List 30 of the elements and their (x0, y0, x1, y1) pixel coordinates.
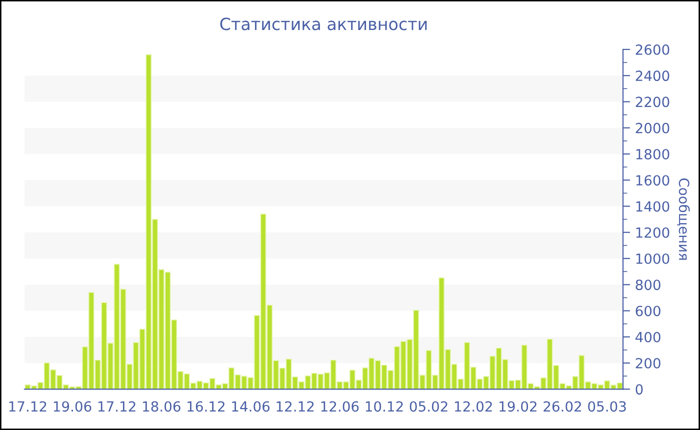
x-tick-label: 05.02 (410, 401, 448, 412)
x-tick-label: 12.06 (321, 401, 359, 412)
y-tick-label: 800 (636, 280, 660, 290)
y-axis-title: Сообщения (677, 178, 690, 260)
x-tick-label: 14.06 (232, 401, 270, 412)
x-tick-label: 19.02 (500, 401, 536, 412)
y-tick-label: 400 (635, 332, 660, 342)
x-tick-label: 26.02 (544, 401, 582, 412)
x-tick-label: 10.12 (366, 401, 403, 412)
y-tick-label: 2400 (636, 70, 670, 82)
x-tick-label: 18.06 (143, 401, 180, 412)
x-tick-label: 17.12 (98, 401, 136, 412)
y-tick-label: 1000 (636, 253, 670, 264)
x-tick-label: 12.02 (455, 401, 492, 412)
y-tick-label: 0 (636, 384, 643, 395)
x-tick-label: 17.12 (9, 401, 46, 412)
y-tick-label: 1800 (636, 148, 670, 160)
y-tick-label: 1400 (636, 201, 670, 212)
y-tick-label: 2000 (636, 122, 670, 134)
x-tick-label: 12.12 (276, 401, 314, 412)
x-tick-label: 05.03 (588, 401, 626, 412)
y-tick-label: 200 (636, 358, 660, 368)
y-tick-label: 1600 (636, 175, 670, 186)
x-tick-label: 16.12 (188, 401, 224, 412)
y-tick-label: 2200 (636, 96, 670, 108)
x-tick-label: 19.06 (54, 401, 92, 412)
y-tick-label: 600 (636, 306, 660, 316)
y-tick-label: 2600 (636, 44, 670, 55)
chart-title: Статистика активности (220, 18, 427, 30)
y-tick-label: 1200 (636, 227, 670, 238)
